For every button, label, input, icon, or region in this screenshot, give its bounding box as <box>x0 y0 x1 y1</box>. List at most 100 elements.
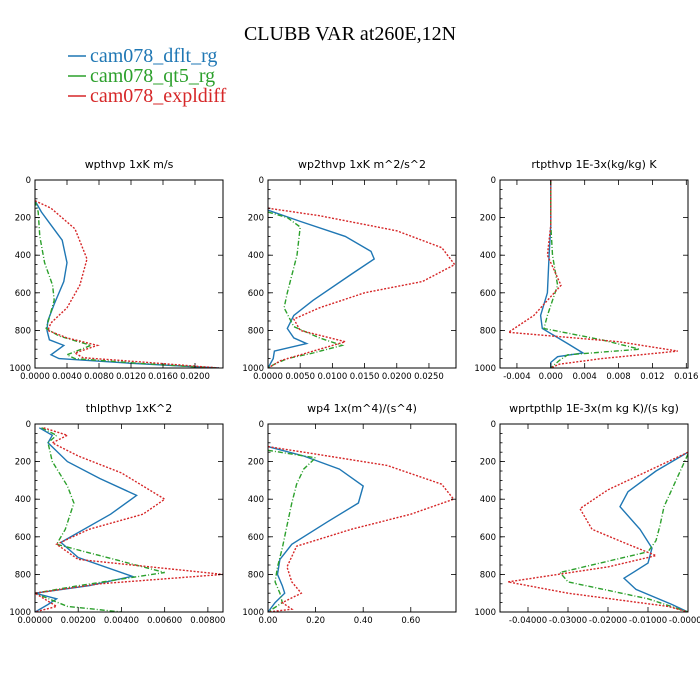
y-tick-label: 800 <box>15 570 31 580</box>
y-tick-label: 600 <box>248 289 264 299</box>
y-tick-label: 800 <box>15 326 31 336</box>
legend-label: cam078_qt5_rg <box>90 65 215 87</box>
plot-frame <box>499 423 689 613</box>
series-line-cam078_dflt_rg <box>35 200 220 368</box>
y-tick-label: 400 <box>15 495 31 505</box>
x-tick-label: -0.04000 <box>509 616 547 626</box>
y-tick-label: 200 <box>15 458 31 468</box>
x-tick-label: 0.00 <box>259 616 278 626</box>
x-tick-label: 0.0120 <box>116 372 146 382</box>
x-tick-label: 0.012 <box>640 372 664 382</box>
x-tick-label: 0.0080 <box>84 372 114 382</box>
y-tick-label: 600 <box>15 289 31 299</box>
x-tick-label: 0.008 <box>606 372 630 382</box>
plot-frame <box>34 179 224 369</box>
y-tick-label: 1000 <box>242 608 264 618</box>
x-tick-label: 0.0000 <box>20 372 50 382</box>
x-tick-label: 0.0000 <box>253 372 283 382</box>
x-tick-label: 0.016 <box>674 372 698 382</box>
x-tick-label: 0.0040 <box>52 372 82 382</box>
x-tick-label: 0.000 <box>539 372 563 382</box>
y-tick-label: 600 <box>248 533 264 543</box>
series-line-cam078_expldiff <box>507 451 688 612</box>
series-line-cam078_expldiff <box>268 445 455 612</box>
series-line-cam078_qt5_rg <box>543 180 640 368</box>
y-tick-label: 0 <box>259 176 264 186</box>
y-tick-label: 800 <box>480 326 496 336</box>
x-tick-label: -0.03000 <box>549 616 587 626</box>
y-tick-label: 0 <box>26 420 31 430</box>
x-tick-label: 0.00800 <box>190 616 225 626</box>
x-tick-label: 0.40 <box>354 616 373 626</box>
y-tick-label: 0 <box>491 176 496 186</box>
y-tick-label: 200 <box>480 214 496 224</box>
y-tick-label: 1000 <box>474 608 496 618</box>
y-tick-label: 0 <box>259 420 264 430</box>
x-tick-label: 0.004 <box>573 372 597 382</box>
series-line-cam078_dflt_rg <box>268 209 376 368</box>
legend-label: cam078_expldiff <box>90 85 227 107</box>
y-tick-label: 600 <box>480 533 496 543</box>
figure-title: CLUBB VAR at260E,12N <box>244 23 456 45</box>
panel-3: rtpthvp 1E-3x(kg/kg) K 0 200 400 600 800 1000-… <box>474 158 698 382</box>
x-tick-label: 0.00000 <box>17 616 52 626</box>
series-line-cam078_expldiff <box>506 180 678 368</box>
legend: cam078_dflt_rg cam078_qt5_rg cam078_expl… <box>68 45 227 107</box>
y-tick-label: 200 <box>248 214 264 224</box>
y-tick-label: 1000 <box>9 364 31 374</box>
legend-entry-expldiff: cam078_expldiff <box>68 85 227 107</box>
panel-2: wp2thvp 1xK m^2/s^2020040060080010000.00… <box>242 158 457 382</box>
x-tick-label: -0.004 <box>503 372 530 382</box>
y-tick-label: 200 <box>480 458 496 468</box>
x-tick-label: 0.00600 <box>147 616 182 626</box>
plot-frame <box>267 179 457 369</box>
x-tick-label: 0.0200 <box>382 372 412 382</box>
y-tick-label: 800 <box>248 570 264 580</box>
series-line-cam078_qt5_rg <box>268 449 318 612</box>
panel-title: wprtpthlp 1E-3x(m kg K)/(s kg) <box>509 402 679 415</box>
y-tick-label: 200 <box>248 458 264 468</box>
y-tick-label: 400 <box>15 251 31 261</box>
plot-frame <box>499 179 689 369</box>
panel-title: thlpthvp 1xK^2 <box>86 402 173 415</box>
x-tick-label: 0.0160 <box>148 372 178 382</box>
y-tick-label: 400 <box>480 251 496 261</box>
x-tick-label: 0.20 <box>306 616 325 626</box>
y-tick-label: 800 <box>480 570 496 580</box>
series-line-cam078_expldiff <box>268 207 456 368</box>
series-line-cam078_dflt_rg <box>619 451 688 612</box>
y-tick-label: 400 <box>480 495 496 505</box>
x-tick-label: 0.00400 <box>104 616 139 626</box>
series-line-cam078_qt5_rg <box>35 427 165 612</box>
series-line-cam078_dflt_rg <box>539 180 586 368</box>
x-tick-label: 0.0200 <box>180 372 210 382</box>
x-tick-label: 0.0250 <box>414 372 444 382</box>
panel-title: wp2thvp 1xK m^2/s^2 <box>298 158 426 171</box>
y-tick-label: 200 <box>15 214 31 224</box>
x-tick-label: 0.60 <box>401 616 420 626</box>
y-tick-label: 1000 <box>242 364 264 374</box>
panel-title: wpthvp 1xK m/s <box>85 158 174 171</box>
legend-label: cam078_dflt_rg <box>90 45 217 67</box>
series-line-cam078_expldiff <box>35 427 223 612</box>
series-line-cam078_dflt_rg <box>268 445 365 612</box>
y-tick-label: 600 <box>15 533 31 543</box>
panel-6: wprtpthlp 1E-3x(m kg K)/(s kg) 0 200 400 600… <box>474 402 700 626</box>
y-tick-label: 1000 <box>9 608 31 618</box>
y-tick-label: 1000 <box>474 364 496 374</box>
legend-entry-qt5: cam078_qt5_rg <box>68 65 215 87</box>
x-tick-label: 0.0100 <box>318 372 348 382</box>
x-tick-label: -0.01000 <box>629 616 667 626</box>
y-tick-label: 0 <box>26 176 31 186</box>
y-tick-label: 0 <box>491 420 496 430</box>
x-tick-label: -0.02000 <box>589 616 627 626</box>
series-line-cam078_expldiff <box>35 200 220 368</box>
y-tick-label: 800 <box>248 326 264 336</box>
legend-entry-dflt: cam078_dflt_rg <box>68 45 217 67</box>
x-tick-label: 0.0050 <box>285 372 315 382</box>
series-line-cam078_qt5_rg <box>558 453 688 612</box>
